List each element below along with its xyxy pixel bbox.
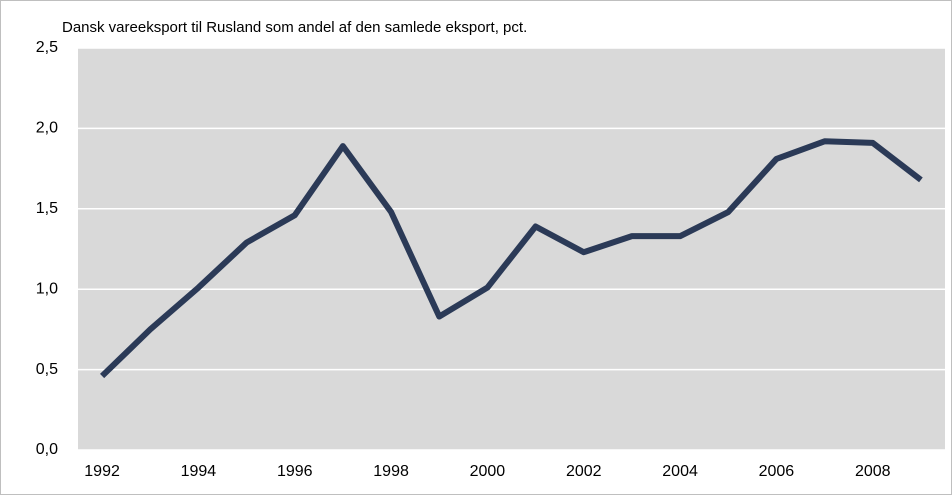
y-tick-label: 1,5 xyxy=(36,200,58,217)
y-tick-label: 0,0 xyxy=(36,441,58,458)
y-tick-label: 2,5 xyxy=(36,39,58,56)
x-tick-label: 2004 xyxy=(662,463,698,480)
x-tick-label: 2000 xyxy=(470,463,506,480)
plot-area xyxy=(78,48,945,450)
y-tick-label: 1,0 xyxy=(36,280,58,297)
x-tick-label: 1992 xyxy=(84,463,120,480)
x-tick-label: 1998 xyxy=(373,463,409,480)
x-tick-label: 1996 xyxy=(277,463,313,480)
data-line xyxy=(99,138,923,379)
x-tick-label: 1994 xyxy=(181,463,217,480)
y-tick-label: 0,5 xyxy=(36,361,58,378)
y-tick-label: 2,0 xyxy=(36,120,58,137)
chart-title: Dansk vareeksport til Rusland som andel … xyxy=(62,19,527,36)
x-tick-label: 2006 xyxy=(759,463,795,480)
x-tick-label: 2002 xyxy=(566,463,602,480)
x-tick-label: 2008 xyxy=(855,463,891,480)
